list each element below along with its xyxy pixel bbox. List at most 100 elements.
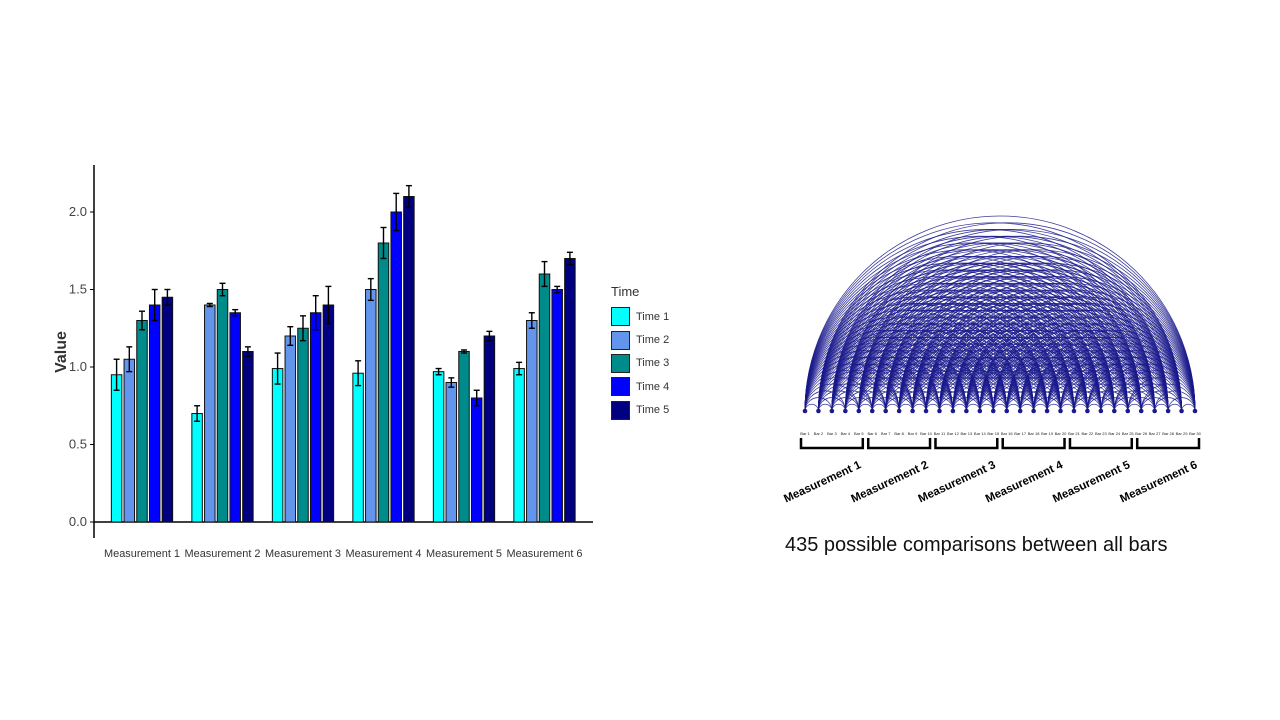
connection-arc (1113, 376, 1182, 412)
legend: Time Time 1 Time 2 Time 3 Time 4 Time 5 (611, 284, 669, 422)
node-dot (937, 408, 942, 414)
node-dot (1004, 408, 1010, 414)
connection-arc (992, 336, 1142, 412)
connection-arc (1033, 343, 1169, 412)
node-label: Bar 23 (1095, 431, 1108, 436)
connection-arc (1006, 397, 1035, 412)
legend-swatch (611, 377, 630, 397)
bar (377, 242, 390, 523)
connection-arc (965, 296, 1196, 412)
connection-arc (979, 316, 1169, 412)
node-label: Bar 14 (974, 431, 987, 436)
group-bracket (799, 438, 865, 450)
node-label: Bar 13 (960, 431, 973, 436)
connection-arc (992, 309, 1196, 412)
legend-item: Time 4 (611, 375, 669, 398)
connection-arc (1046, 377, 1115, 412)
legend-label: Time 2 (636, 334, 670, 347)
bar (242, 351, 254, 523)
bar (352, 372, 364, 523)
x-tick-label: Measurement 3 (265, 548, 341, 560)
bar (284, 335, 297, 523)
connection-arc (912, 289, 1156, 412)
connection-arc (939, 336, 1088, 412)
connection-arc (1127, 377, 1196, 412)
bar (297, 327, 309, 523)
connection-arc (1019, 397, 1048, 412)
bar (110, 374, 123, 523)
connection-arc (844, 316, 1035, 412)
connection-arc (1073, 397, 1102, 412)
bar (229, 312, 241, 523)
connection-arc (1006, 323, 1182, 412)
connection-arc (979, 343, 1115, 412)
legend-item: Time 1 (611, 305, 669, 328)
connection-arc (844, 397, 873, 412)
y-tick-label: 1.0 (69, 359, 87, 374)
legend-swatch (611, 307, 630, 327)
connection-arc (871, 282, 1129, 412)
connection-arc (885, 336, 1035, 412)
connection-arc (992, 323, 1169, 412)
bar (390, 211, 402, 523)
connection-arc (1073, 350, 1196, 412)
connection-arc (818, 316, 1008, 412)
connection-arc (925, 276, 1196, 412)
connection-arc (1006, 343, 1142, 412)
bar (365, 289, 377, 523)
node-label: Bar 16 (1001, 431, 1014, 436)
x-tick-label: Measurement 4 (346, 548, 422, 560)
node-label: Bar 26 (1135, 431, 1148, 436)
connection-arc (1127, 383, 1182, 412)
connection-arc (1019, 376, 1088, 412)
connection-arc (871, 249, 1196, 412)
connection-arc (858, 256, 1169, 412)
bar (309, 312, 322, 523)
connection-arc (818, 289, 1061, 412)
connection-arc (1033, 330, 1196, 412)
connection-arc (844, 289, 1088, 412)
bar (403, 196, 415, 523)
connection-arc (1046, 343, 1182, 412)
connection-arc (818, 397, 846, 412)
connection-arc (1087, 377, 1156, 412)
arc-diagram: Bar 1 Bar 2 Bar 3 Bar 4 Bar 5 Bar 6 Bar 7 Bar 8… (782, 215, 1202, 505)
connection-arc (1154, 390, 1196, 412)
bar (551, 289, 563, 523)
bar (216, 289, 229, 523)
bar (161, 296, 174, 523)
connection-arc (844, 249, 1169, 412)
bar (136, 320, 148, 523)
connection-arc (871, 289, 1115, 412)
connection-arc (1100, 377, 1169, 412)
node-label: Bar 11 (934, 431, 946, 436)
legend-swatch (611, 330, 630, 350)
connection-arc (992, 316, 1182, 412)
node-label: Bar 24 (1108, 431, 1121, 436)
comparison-caption: 435 possible comparisons between all bar… (785, 534, 1168, 556)
node-label: Bar 19 (1041, 431, 1054, 436)
node-dot (1138, 408, 1144, 414)
connection-arc (1019, 323, 1196, 412)
group-bracket (934, 438, 999, 450)
connection-arc (898, 262, 1196, 412)
connection-arc (1154, 397, 1182, 412)
connection-arc (912, 397, 940, 412)
node-label: Bar 9 (908, 431, 918, 436)
node-dot (977, 408, 983, 414)
node-label: Bar 8 (894, 431, 904, 436)
connection-arc (925, 316, 1115, 412)
connection-arc (1113, 397, 1142, 412)
legend-swatch (611, 400, 630, 420)
connection-arc (1046, 397, 1075, 412)
connection-arc (1140, 383, 1196, 412)
connection-arc (912, 269, 1196, 412)
connection-arc (1060, 343, 1196, 412)
connection-arc (925, 282, 1182, 412)
connection-arc (858, 289, 1102, 412)
x-tick-label: Measurement 1 (104, 548, 180, 560)
connection-arc (858, 397, 887, 412)
node-label: Bar 27 (1149, 431, 1162, 436)
connection-arc (1046, 356, 1156, 412)
y-tick-label: 0.0 (69, 514, 87, 529)
